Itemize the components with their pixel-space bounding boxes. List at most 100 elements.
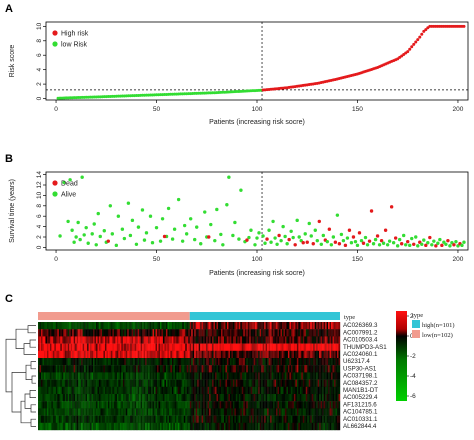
heatmap-cell [183,379,186,387]
heatmap-cell [145,350,147,359]
heatmap-cell [122,365,125,373]
heatmap-cell [60,329,63,337]
heatmap-cell [284,322,287,330]
heatmap-cell [264,358,266,366]
heatmap-cell [116,372,119,380]
heatmap-cell [140,379,143,387]
heatmap-cell [127,415,129,423]
heatmap-cell [246,322,248,330]
panel-c-letter: C [5,293,13,305]
heatmap-cell [118,401,121,409]
heatmap-cell [81,336,83,344]
heatmap-cell [206,422,208,431]
heatmap-cell [60,336,63,344]
heatmap-cell [177,350,180,359]
heatmap-cell [107,401,110,409]
heatmap-cell [171,422,174,431]
heatmap-cell [113,358,116,366]
gene-label: AC005229.4 [343,394,378,401]
heatmap-cell [104,415,107,423]
heatmap-cell [101,336,104,344]
heatmap-cell [72,408,74,416]
heatmap-cell [218,386,220,395]
heatmap-cell [264,379,266,387]
heatmap-cell [85,379,88,387]
heatmap-cell [198,422,201,431]
heatmap-cell [55,329,58,337]
heatmap-cell [110,350,113,359]
heatmap-cell [46,322,49,330]
heatmap-cell [96,343,98,351]
heatmap-cell [250,336,253,344]
heatmap-cell [109,422,112,431]
heatmap-cell [237,394,240,402]
heatmap-cell [225,343,228,351]
heatmap-cell [329,401,332,409]
heatmap-cell [155,329,158,337]
heatmap-cell [58,379,61,387]
heatmap-cell [302,322,305,330]
heatmap-cell [207,336,210,344]
heatmap-cell [310,379,312,387]
heatmap-cell [286,329,289,337]
heatmap-cell [246,379,248,387]
heatmap-cell [225,408,228,416]
heatmap-cell [320,422,323,431]
heatmap-cell [296,322,299,330]
heatmap-cell [165,408,168,416]
heatmap-cell [67,329,70,337]
heatmap-cell [174,401,177,409]
heatmap-cell [98,379,101,387]
survival-point [199,242,203,246]
heatmap-cell [122,350,125,359]
heatmap-cell [265,322,268,330]
heatmap-cell [256,415,259,423]
heatmap-cell [88,401,91,409]
heatmap-cell [234,394,237,402]
heatmap-cell [176,336,179,344]
heatmap-cell [337,322,339,330]
heatmap-cell [209,415,211,423]
heatmap-cell [101,350,104,359]
heatmap-cell [73,336,76,344]
heatmap-cell [73,386,76,395]
heatmap-cell [204,343,207,351]
heatmap-cell [213,329,216,337]
heatmap-cell [329,415,332,423]
heatmap-cell [298,408,301,416]
heatmap-cell [90,329,92,337]
heatmap-cell [286,350,289,359]
heatmap-cell [73,415,76,423]
heatmap-cell [42,415,45,423]
annotation-row-label: type [344,314,355,321]
heatmap-cell [55,415,58,423]
heatmap-cell [164,322,167,330]
heatmap-cell [107,350,110,359]
heatmap-cell [243,358,245,366]
heatmap-cell [326,358,329,366]
survival-point [319,242,324,246]
heatmap-cell [316,329,318,337]
heatmap-cell [51,329,54,337]
heatmap-cell [253,358,256,366]
heatmap-cell [332,365,335,373]
heatmap-cell [165,394,168,402]
heatmap-cell [185,365,187,373]
heatmap-cell [51,358,54,366]
heatmap-cell [107,394,110,402]
heatmap-cell [140,329,143,337]
heatmap-cell [186,394,189,402]
heatmap-cell [67,422,70,431]
heatmap-cell [274,415,277,423]
heatmap-cell [240,322,243,330]
heatmap-cell [165,401,168,409]
heatmap-cell [313,386,315,395]
heatmap-cell [139,379,141,387]
heatmap-cell [335,386,338,395]
heatmap-cell [66,343,68,351]
heatmap-cell [255,350,257,359]
heatmap-cell [42,394,45,402]
heatmap-cell [64,408,67,416]
heatmap-cell [252,408,254,416]
